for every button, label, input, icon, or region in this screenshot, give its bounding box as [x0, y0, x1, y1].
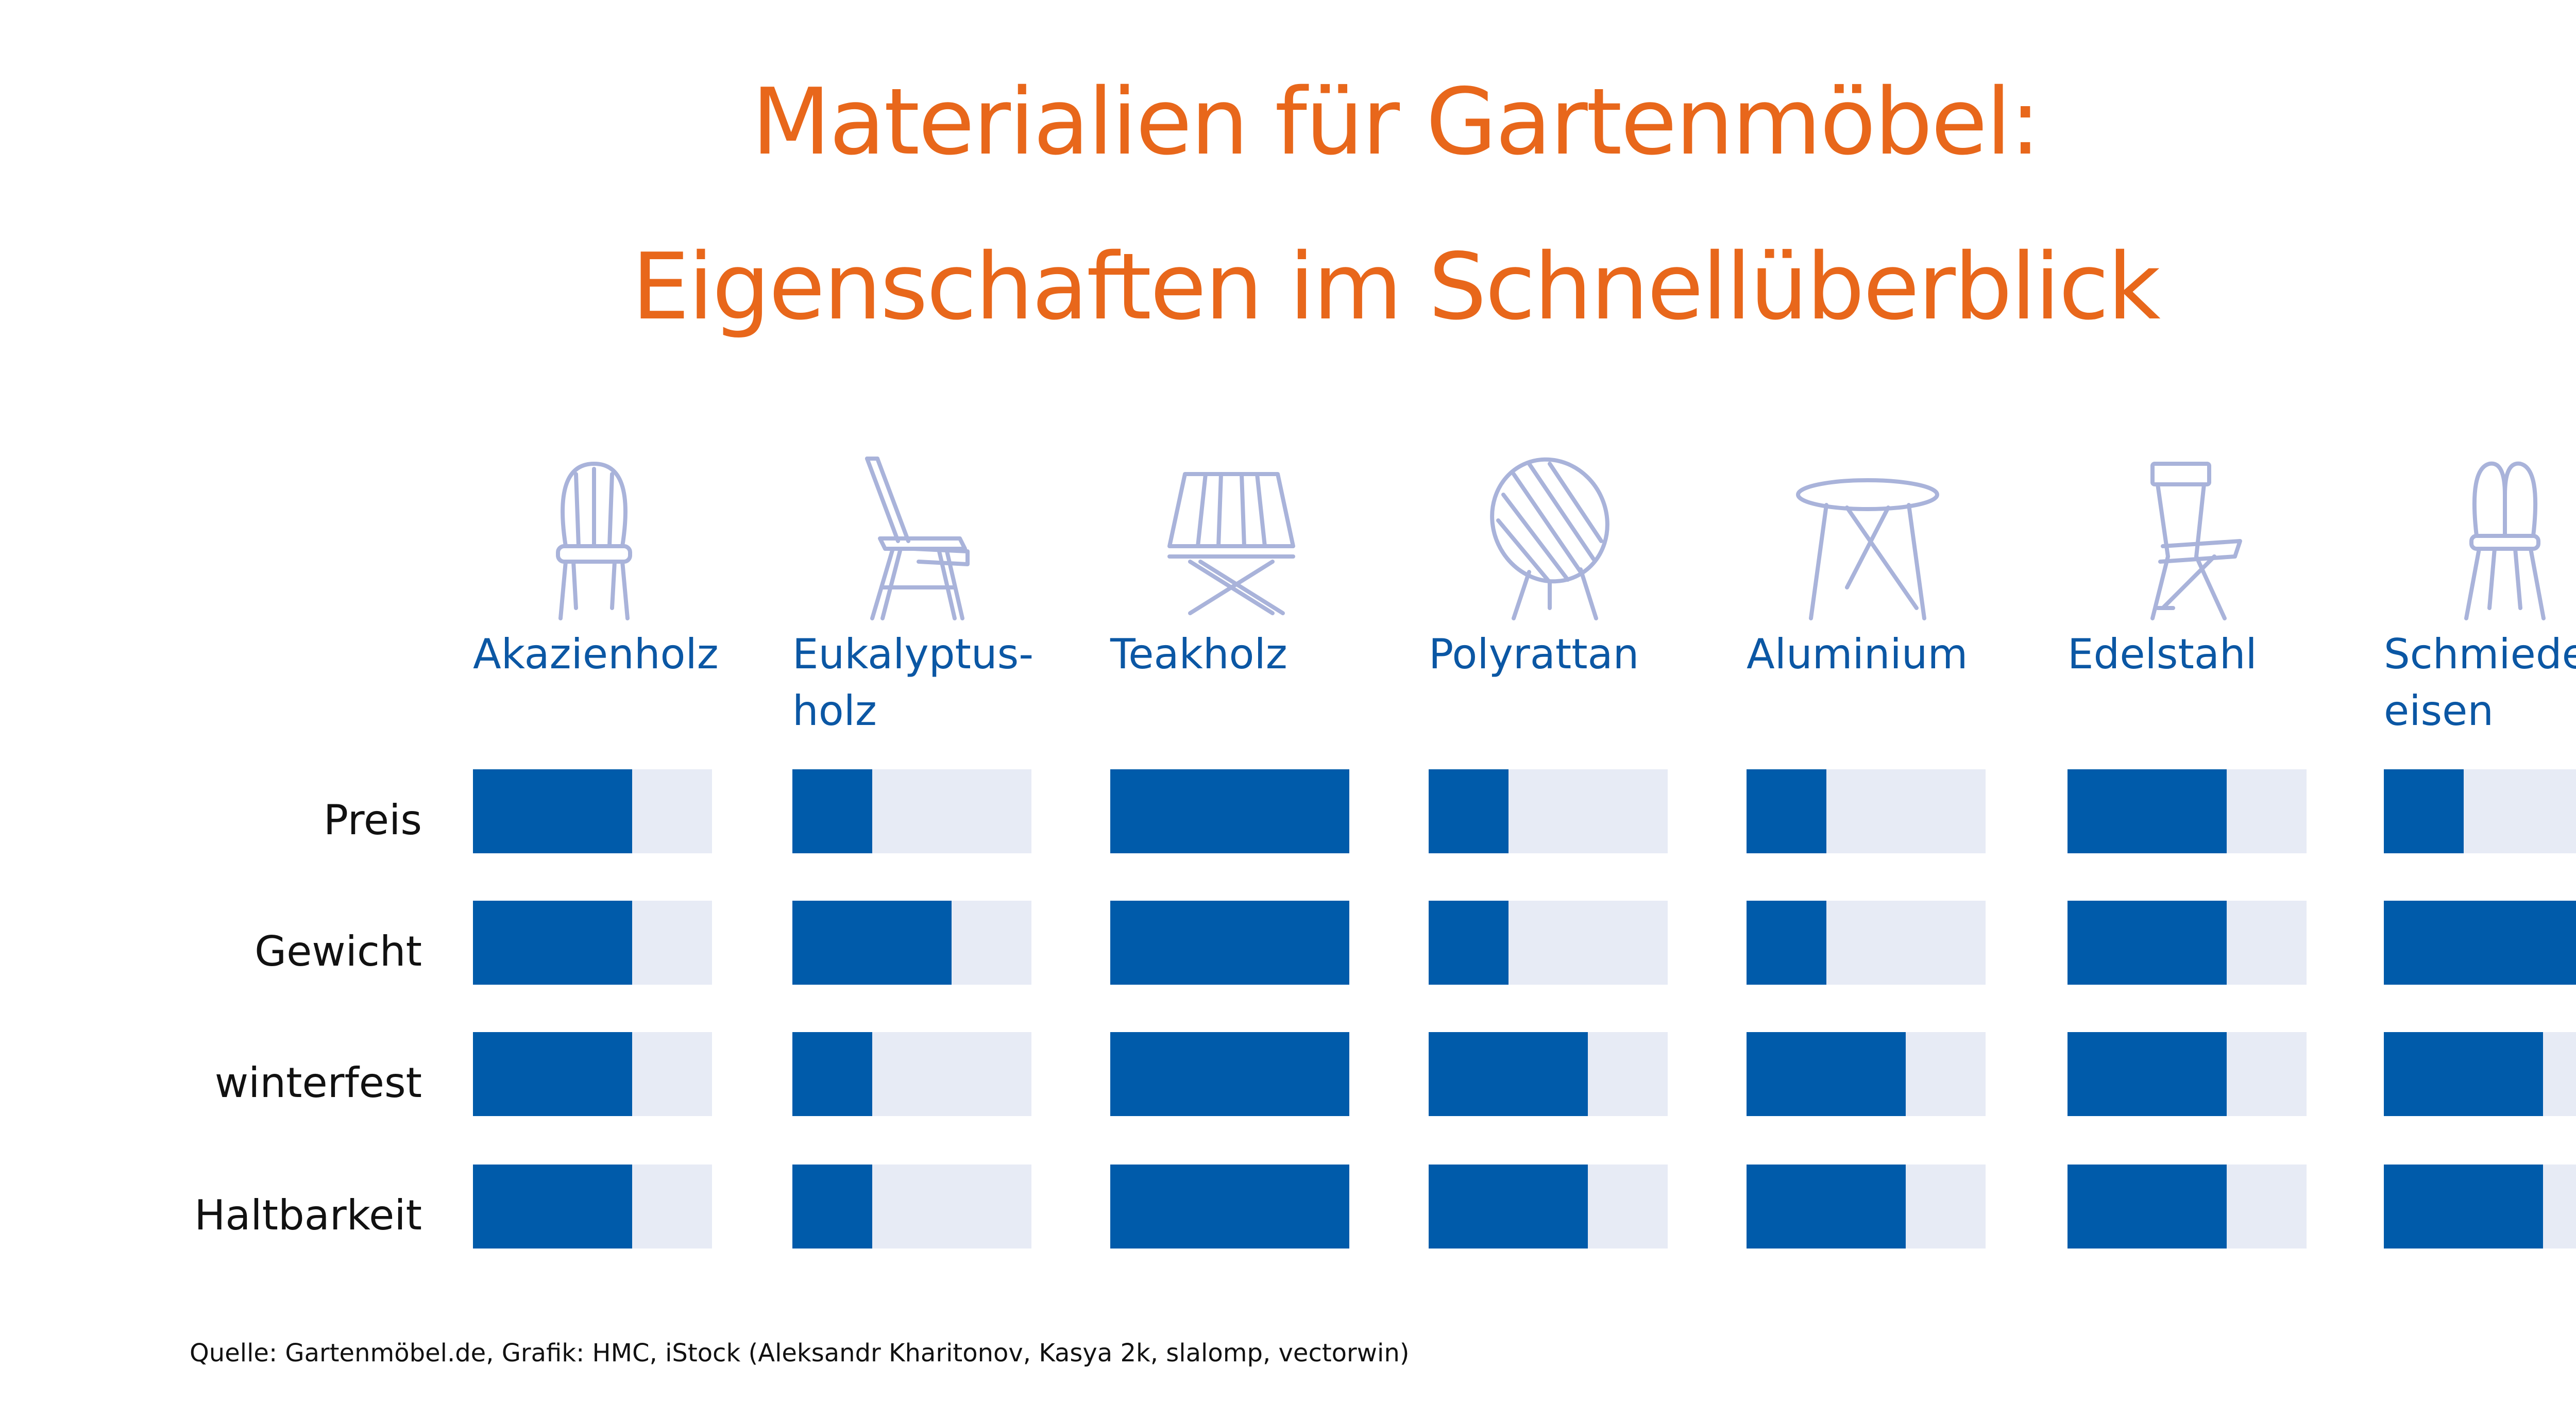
bar-track: [2067, 769, 2307, 853]
bar-track: [2067, 1165, 2307, 1249]
bar: [1429, 1032, 1588, 1116]
bar-track: [2067, 901, 2307, 985]
material-label-line: Aluminium: [1747, 630, 1968, 678]
material-label: Aluminium: [1747, 626, 1968, 683]
material-label: Teakholz: [1110, 626, 1287, 683]
bar: [1747, 1032, 1906, 1116]
bar: [473, 901, 632, 985]
bar: [2384, 901, 2576, 985]
material-label: Schmiede-eisen: [2384, 626, 2576, 739]
slatted-table-icon: [1154, 453, 1309, 623]
bar: [1747, 769, 1826, 853]
material-label: Polyrattan: [1429, 626, 1639, 683]
bar: [792, 1032, 872, 1116]
bar-track: [1110, 1032, 1349, 1116]
bar: [792, 769, 872, 853]
bar-track: [1429, 1032, 1668, 1116]
bar: [473, 769, 632, 853]
folding-chair-icon: [2111, 453, 2266, 623]
title-line-2: Eigenschaften im Schnellüberblick: [632, 233, 2161, 340]
bar: [1429, 769, 1509, 853]
material-label-line: Edelstahl: [2067, 630, 2257, 678]
property-label: Gewicht: [255, 927, 422, 975]
acapulco-chair-icon: [1472, 453, 1627, 623]
bar: [1429, 901, 1509, 985]
bar: [792, 901, 952, 985]
bar: [2067, 769, 2227, 853]
bar-track: [2384, 769, 2576, 853]
bar-track: [2067, 1032, 2307, 1116]
property-label: Preis: [323, 796, 422, 844]
bar: [2067, 901, 2227, 985]
bar-track: [1747, 1165, 1986, 1249]
bar-track: [792, 1165, 1031, 1249]
bar: [1747, 1165, 1906, 1249]
bar-track: [1429, 901, 1668, 985]
bar-track: [1747, 769, 1986, 853]
material-label-line: Schmiede-: [2384, 630, 2576, 678]
material-label-line: holz: [792, 687, 877, 735]
bar-track: [2384, 1032, 2576, 1116]
bar-track: [1747, 1032, 1986, 1116]
bar-track: [1110, 1165, 1349, 1249]
bar: [2067, 1165, 2227, 1249]
title-line-1: Materialien für Gartenmöbel:: [751, 69, 2041, 175]
bar: [1110, 769, 1349, 853]
property-label: Haltbarkeit: [194, 1191, 422, 1239]
bar: [2384, 1165, 2543, 1249]
bar-track: [1429, 769, 1668, 853]
bar-track: [2384, 901, 2576, 985]
bar: [1110, 1032, 1349, 1116]
bar-track: [473, 769, 712, 853]
material-label: Edelstahl: [2067, 626, 2257, 683]
source-note: Quelle: Gartenmöbel.de, Grafik: HMC, iSt…: [190, 1339, 1410, 1368]
material-label: Eukalyptus-holz: [792, 626, 1033, 739]
bar-track: [1110, 769, 1349, 853]
bar: [1110, 901, 1349, 985]
bar: [1747, 901, 1826, 985]
bar: [473, 1165, 632, 1249]
bar: [1429, 1165, 1588, 1249]
bar-track: [2384, 1165, 2576, 1249]
windsor-chair-icon: [517, 453, 671, 623]
bar: [792, 1165, 872, 1249]
bar: [2384, 1032, 2543, 1116]
material-label-line: Akazienholz: [473, 630, 719, 678]
bar-track: [473, 1165, 712, 1249]
material-label-line: Eukalyptus-: [792, 630, 1034, 678]
folding-deck-chair-icon: [836, 453, 991, 623]
property-label: winterfest: [214, 1059, 422, 1107]
bar-track: [792, 1032, 1031, 1116]
bar-track: [792, 769, 1031, 853]
bar-track: [1110, 901, 1349, 985]
material-label-line: Teakholz: [1110, 630, 1287, 678]
round-bistro-table-icon: [1790, 453, 1945, 623]
material-label: Akazienholz: [473, 626, 719, 683]
bar-track: [792, 901, 1031, 985]
bar: [2067, 1032, 2227, 1116]
bar: [2384, 769, 2464, 853]
bar-track: [1747, 901, 1986, 985]
bar: [473, 1032, 632, 1116]
bar-track: [473, 901, 712, 985]
bar-track: [473, 1032, 712, 1116]
material-label-line: eisen: [2384, 687, 2494, 735]
wrought-iron-chair-icon: [2428, 453, 2576, 623]
material-label-line: Polyrattan: [1429, 630, 1639, 678]
bar-track: [1429, 1165, 1668, 1249]
bar: [1110, 1165, 1349, 1249]
